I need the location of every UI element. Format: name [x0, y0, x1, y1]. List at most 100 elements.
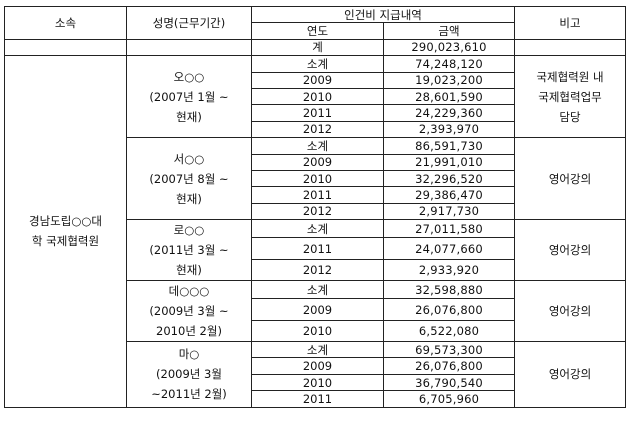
amount-cell: 2,393,970	[383, 120, 515, 139]
year-cell: 2010	[251, 169, 384, 188]
grand-total-empty-name	[126, 38, 252, 57]
person-period-line2: 현재)	[176, 109, 202, 124]
person-cell: 마○ (2009년 3월 ~2011년 2월)	[126, 341, 252, 408]
person-period-line2: 2010년 2월)	[156, 324, 222, 339]
amount-cell: 6,705,960	[383, 390, 515, 408]
remark-cell: 영어강의	[514, 219, 626, 282]
table-row: 서○○ (2007년 8월 ~ 현재) 소계 86,591,730 영어강의	[5, 137, 626, 221]
header-row: 소속 성명(근무기간) 인건비 지급내역 비고	[4, 5, 626, 40]
year-cell: 2012	[251, 258, 384, 282]
person-cell: 서○○ (2007년 8월 ~ 현재)	[126, 137, 252, 221]
year-cell: 2011	[251, 186, 384, 204]
amount-cell: 19,023,200	[383, 71, 515, 89]
year-cell: 소계	[251, 137, 384, 155]
amount-cell: 32,598,880	[383, 280, 515, 300]
person-cell: 데○○○ (2009년 3월 ~ 2010년 2월)	[126, 280, 252, 343]
table-row: 경남도립○○대 학 국제협력원 오○○ (2007년 1월 ~ 현재) 소계 7…	[4, 55, 626, 408]
amount-cell: 29,386,470	[383, 186, 515, 204]
header-payment: 인건비 지급내역	[251, 5, 515, 24]
amount-cell: 21,991,010	[383, 153, 515, 171]
person-name: 서○○	[173, 151, 205, 166]
remark-line: 담당	[559, 109, 581, 124]
year-cell: 2011	[251, 104, 384, 122]
affiliation-line1: 경남도립○○대	[29, 214, 102, 229]
amount-cell: 26,076,800	[383, 298, 515, 321]
amount-cell: 32,296,520	[383, 169, 515, 188]
table-row: 마○ (2009년 3월 ~2011년 2월) 소계 69,573,300 영어…	[5, 341, 626, 408]
table-row: 로○○ (2011년 3월 ~ 현재) 소계 27,011,580 영어강의	[5, 219, 626, 282]
table-row: 2010 28,601,590	[5, 87, 626, 106]
amount-cell: 36,790,540	[383, 373, 515, 392]
amount-cell: 27,011,580	[383, 219, 515, 239]
year-cell: 2009	[251, 357, 384, 375]
table-row: 2010 6,522,080	[5, 319, 626, 343]
table-row: 2012 2,917,730	[5, 202, 626, 221]
table-row: 2010 32,296,520	[5, 169, 626, 188]
table-row: 2011 24,077,660	[5, 237, 626, 260]
year-cell: 2012	[251, 120, 384, 139]
year-cell: 소계	[251, 341, 384, 359]
grand-total-amount: 290,023,610	[383, 38, 515, 57]
amount-cell: 86,591,730	[383, 137, 515, 155]
personnel-cost-table: 소속 성명(근무기간) 인건비 지급내역 비고 연도 금액 계 290,023,…	[4, 5, 626, 408]
amount-cell: 2,933,920	[383, 258, 515, 282]
person-period-line2: ~2011년 2월)	[151, 387, 227, 402]
amount-cell: 28,601,590	[383, 87, 515, 106]
subheader-year: 연도	[251, 22, 384, 40]
year-cell: 소계	[251, 280, 384, 300]
person-period-line1: (2009년 3월 ~	[149, 304, 229, 319]
amount-cell: 24,077,660	[383, 237, 515, 260]
header-remark: 비고	[514, 6, 626, 40]
year-cell: 2011	[251, 237, 384, 260]
year-cell: 2010	[251, 319, 384, 343]
grand-total-label: 계	[251, 38, 384, 57]
amount-cell: 24,229,360	[383, 104, 515, 122]
year-cell: 2010	[251, 373, 384, 392]
amount-cell: 2,917,730	[383, 202, 515, 221]
person-period-line2: 현재)	[176, 263, 202, 278]
remark-line: 국제협력업무	[538, 89, 602, 104]
subheader-amount: 금액	[383, 22, 515, 40]
header-affiliation: 소속	[4, 6, 127, 40]
year-cell: 2009	[251, 153, 384, 171]
year-cell: 2010	[251, 87, 384, 106]
remark-cell: 영어강의	[514, 280, 626, 343]
remark-cell: 국제협력원 내 국제협력업무 담당	[514, 55, 626, 139]
amount-cell: 6,522,080	[383, 319, 515, 343]
remark-cell: 영어강의	[514, 137, 626, 221]
person-name: 마○	[178, 347, 200, 362]
person-period-line1: (2007년 8월 ~	[149, 171, 229, 186]
grand-total-empty-remark	[514, 38, 626, 57]
person-name: 데○○○	[168, 284, 210, 299]
year-cell: 2009	[251, 71, 384, 89]
amount-cell: 26,076,800	[383, 357, 515, 375]
remark-cell: 영어강의	[514, 341, 626, 408]
amount-cell: 74,248,120	[383, 55, 515, 73]
header-name-period: 성명(근무기간)	[126, 6, 252, 40]
year-cell: 소계	[251, 219, 384, 239]
affiliation-cell: 경남도립○○대 학 국제협력원	[4, 55, 127, 408]
year-cell: 2011	[251, 390, 384, 408]
year-cell: 2009	[251, 298, 384, 321]
grand-total-empty-affiliation	[4, 38, 127, 57]
person-cell: 오○○ (2007년 1월 ~ 현재)	[126, 55, 252, 139]
table-row: 2012 2,393,970	[5, 120, 626, 139]
grand-total-row: 계 290,023,610	[4, 38, 626, 57]
affiliation-line2: 학 국제협력원	[31, 234, 100, 249]
year-cell: 소계	[251, 55, 384, 73]
table-row: 데○○○ (2009년 3월 ~ 2010년 2월) 소계 32,598,880…	[5, 280, 626, 343]
table-row: 2009 26,076,800	[5, 357, 626, 375]
person-name: 로○○	[173, 223, 205, 238]
table-row: 2010 36,790,540	[5, 373, 626, 392]
person-name: 오○○	[173, 69, 205, 84]
table-row: 2011 6,705,960	[5, 390, 626, 408]
person-cell: 로○○ (2011년 3월 ~ 현재)	[126, 219, 252, 282]
year-cell: 2012	[251, 202, 384, 221]
person-period-line1: (2007년 1월 ~	[149, 89, 229, 104]
remark-line: 국제협력원 내	[536, 69, 604, 84]
document-area: 소속 성명(근무기간) 인건비 지급내역 비고 연도 금액 계 290,023,…	[4, 5, 626, 408]
person-period-line2: 현재)	[176, 191, 202, 206]
person-period-line1: (2011년 3월 ~	[149, 243, 229, 258]
amount-cell: 69,573,300	[383, 341, 515, 359]
person-period-line1: (2009년 3월	[156, 367, 222, 382]
